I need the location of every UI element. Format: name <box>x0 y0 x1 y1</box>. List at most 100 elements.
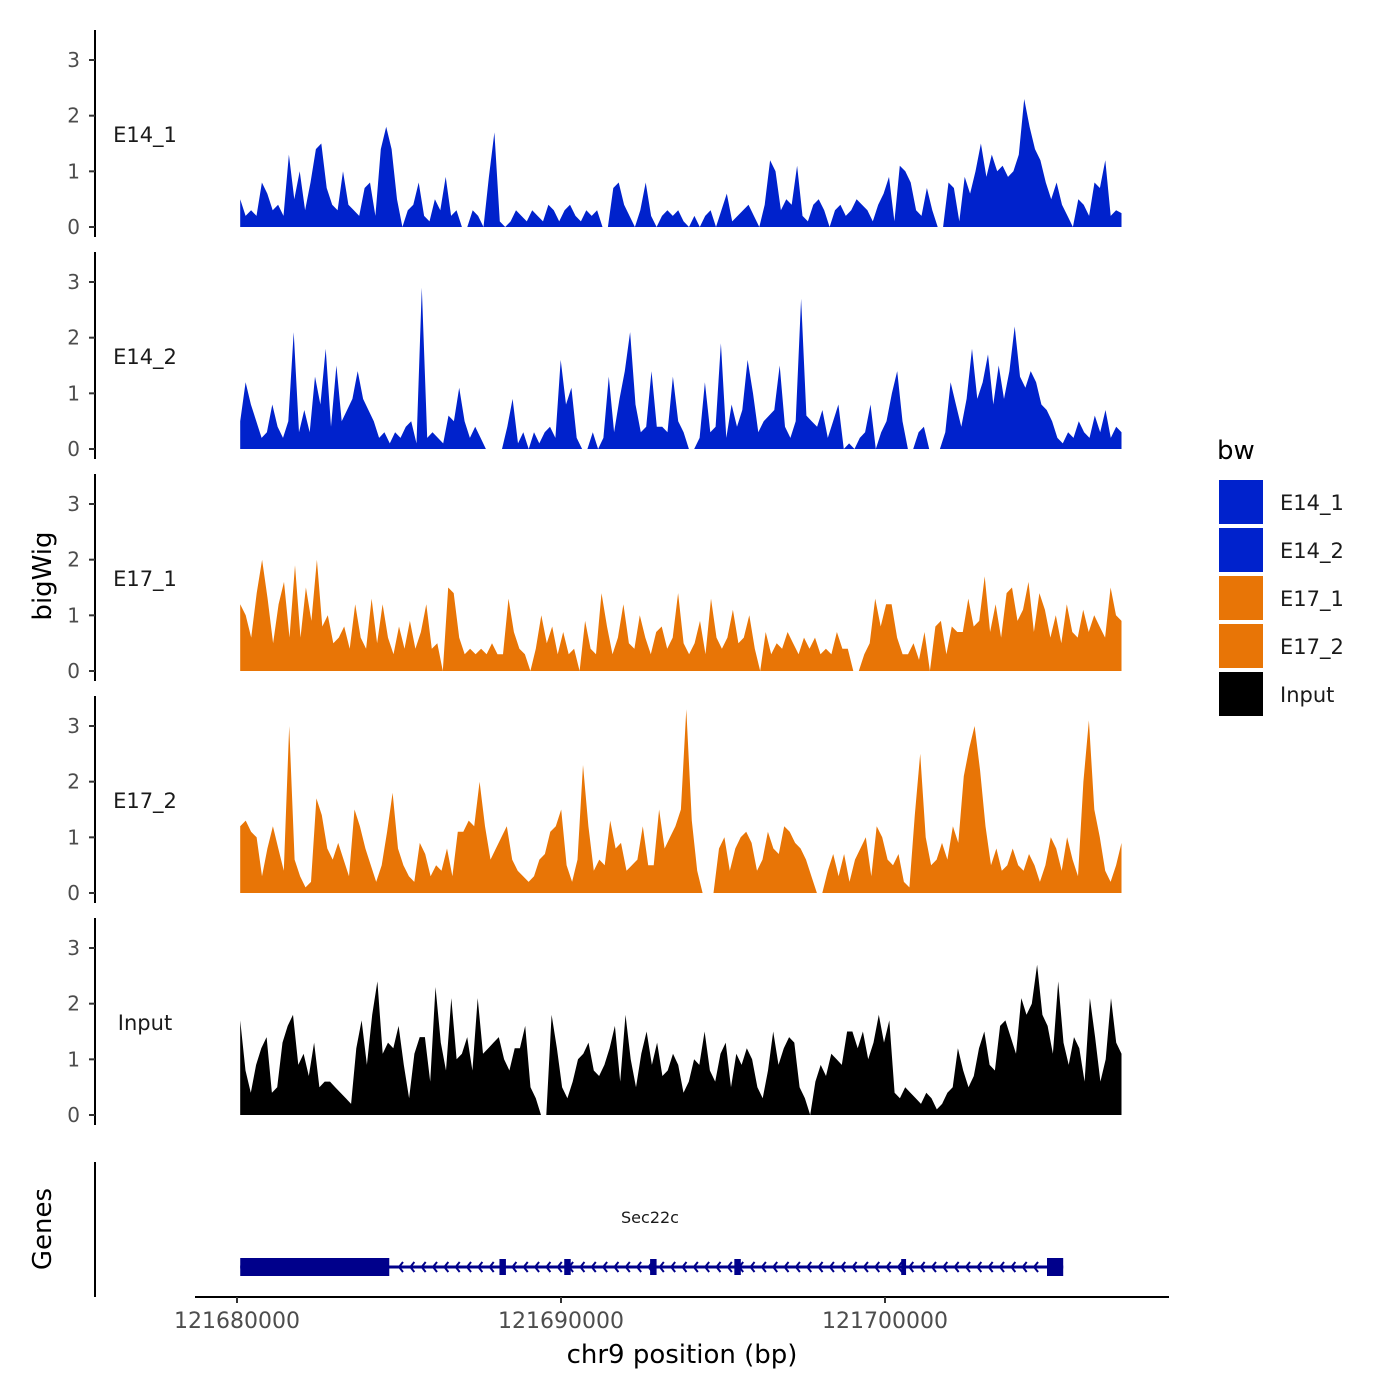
strand-arrow <box>601 1261 608 1273</box>
y-tick-label: 1 <box>67 825 80 849</box>
legend-label: E14_1 <box>1280 491 1344 516</box>
y-tick-label: 0 <box>67 437 80 461</box>
strand-arrow <box>942 1261 949 1273</box>
y-axis-title: bigWig <box>28 531 58 620</box>
legend-swatch <box>1219 480 1263 524</box>
strand-arrow <box>976 1261 983 1273</box>
strand-arrow <box>749 1261 756 1273</box>
strand-arrow <box>794 1261 801 1273</box>
exon <box>1047 1258 1064 1276</box>
strand-arrow <box>805 1261 813 1273</box>
strand-arrow <box>397 1261 404 1273</box>
strand-arrow <box>545 1261 552 1273</box>
strand-arrow <box>873 1261 881 1273</box>
strand-arrow <box>851 1261 858 1273</box>
strand-arrow <box>465 1261 472 1273</box>
strand-arrow <box>953 1261 960 1273</box>
gene-name-label: Sec22c <box>621 1208 679 1227</box>
track-label: E17_2 <box>113 789 177 814</box>
exon <box>734 1259 741 1275</box>
y-tick-label: 3 <box>67 714 80 738</box>
strand-arrow <box>556 1261 563 1273</box>
x-axis-ticks: 121680000 121690000 121700000 <box>174 1297 948 1334</box>
legend-swatch <box>1219 624 1263 668</box>
y-tick-label: 0 <box>67 881 80 905</box>
legend-label: E14_2 <box>1280 539 1344 564</box>
strand-arrow <box>658 1261 665 1273</box>
legend-label: Input <box>1280 683 1334 707</box>
signal-area-e17-1 <box>240 559 1122 671</box>
x-tick-label: 121700000 <box>822 1309 948 1334</box>
strand-arrow <box>885 1261 892 1273</box>
signal-area-e17-2 <box>240 709 1122 893</box>
strand-arrow <box>431 1261 438 1273</box>
legend-label: E17_2 <box>1280 635 1344 660</box>
panel-e17-2: 0 1 2 3 E17_2 <box>67 696 1122 905</box>
strand-arrow <box>964 1261 971 1273</box>
gene-track-panel: Sec22c 121680000 121690000 121700000 <box>94 1162 1169 1334</box>
strand-arrow <box>613 1261 620 1273</box>
strand-arrow <box>533 1261 540 1273</box>
y-tick-label: 3 <box>67 270 80 294</box>
y-tick-label: 2 <box>67 770 80 794</box>
y-tick-label: 0 <box>67 215 80 239</box>
strand-arrow <box>783 1261 790 1273</box>
y-tick-label: 2 <box>67 326 80 350</box>
strand-arrow <box>669 1261 676 1273</box>
legend-swatch <box>1219 672 1263 716</box>
strand-arrow <box>409 1261 416 1273</box>
strand-arrow <box>987 1261 994 1273</box>
track-label: E14_1 <box>113 123 177 148</box>
strand-arrow <box>522 1261 529 1273</box>
strand-arrow <box>715 1261 722 1273</box>
strand-arrow <box>930 1261 937 1273</box>
y-tick-label: 0 <box>67 659 80 683</box>
strand-arrow <box>828 1261 835 1273</box>
exon <box>650 1259 657 1275</box>
y-tick-label: 3 <box>67 936 80 960</box>
strand-arrow <box>454 1261 461 1273</box>
strand-arrow <box>579 1261 586 1273</box>
panel-input: 0 1 2 3 Input <box>67 918 1122 1127</box>
strand-arrow <box>477 1261 484 1273</box>
x-axis-title: chr9 position (bp) <box>567 1340 798 1370</box>
exon <box>240 1258 390 1276</box>
strand-arrow <box>839 1261 847 1273</box>
gene-model <box>240 1258 1064 1276</box>
strand-arrow <box>726 1261 733 1273</box>
legend-swatch <box>1219 576 1263 620</box>
exon <box>901 1259 907 1275</box>
panel-e14-2: 0 1 2 3 E14_2 <box>67 252 1122 461</box>
strand-arrow <box>443 1261 450 1273</box>
strand-arrow <box>420 1261 427 1273</box>
strand-arrow <box>817 1261 824 1273</box>
y-tick-label: 1 <box>67 1047 80 1071</box>
strand-arrow <box>908 1261 915 1273</box>
signal-area-e14-1 <box>240 99 1122 227</box>
strand-arrow <box>635 1261 642 1273</box>
y-tick-label: 0 <box>67 1103 80 1127</box>
exon <box>499 1259 506 1275</box>
legend-label: E17_1 <box>1280 587 1344 612</box>
strand-arrow <box>760 1261 767 1273</box>
y-tick-label: 1 <box>67 603 80 627</box>
legend-swatch <box>1219 528 1263 572</box>
bigwig-panels: 0 1 2 3 E14_1 0 1 2 3 E14_2 0 1 2 3 E17_1 0 1 2 3 E17_2 0 1 2 3… <box>67 30 1122 1127</box>
y-tick-label: 3 <box>67 48 80 72</box>
strand-arrow <box>1032 1261 1039 1273</box>
panel-e17-1: 0 1 2 3 E17_1 <box>67 474 1122 683</box>
track-label: E14_2 <box>113 345 177 370</box>
track-label: Input <box>118 1011 172 1035</box>
strand-arrow <box>771 1261 779 1273</box>
panel-e14-1: 0 1 2 3 E14_1 <box>67 30 1122 239</box>
strand-arrow <box>896 1261 903 1273</box>
strand-arrow <box>862 1261 869 1273</box>
exon <box>564 1259 571 1275</box>
strand-arrow <box>919 1261 926 1273</box>
y-tick-label: 1 <box>67 381 80 405</box>
legend-title: bw <box>1217 436 1255 466</box>
y-tick-label: 1 <box>67 159 80 183</box>
strand-arrow <box>511 1261 518 1273</box>
strand-arrow <box>703 1261 710 1273</box>
